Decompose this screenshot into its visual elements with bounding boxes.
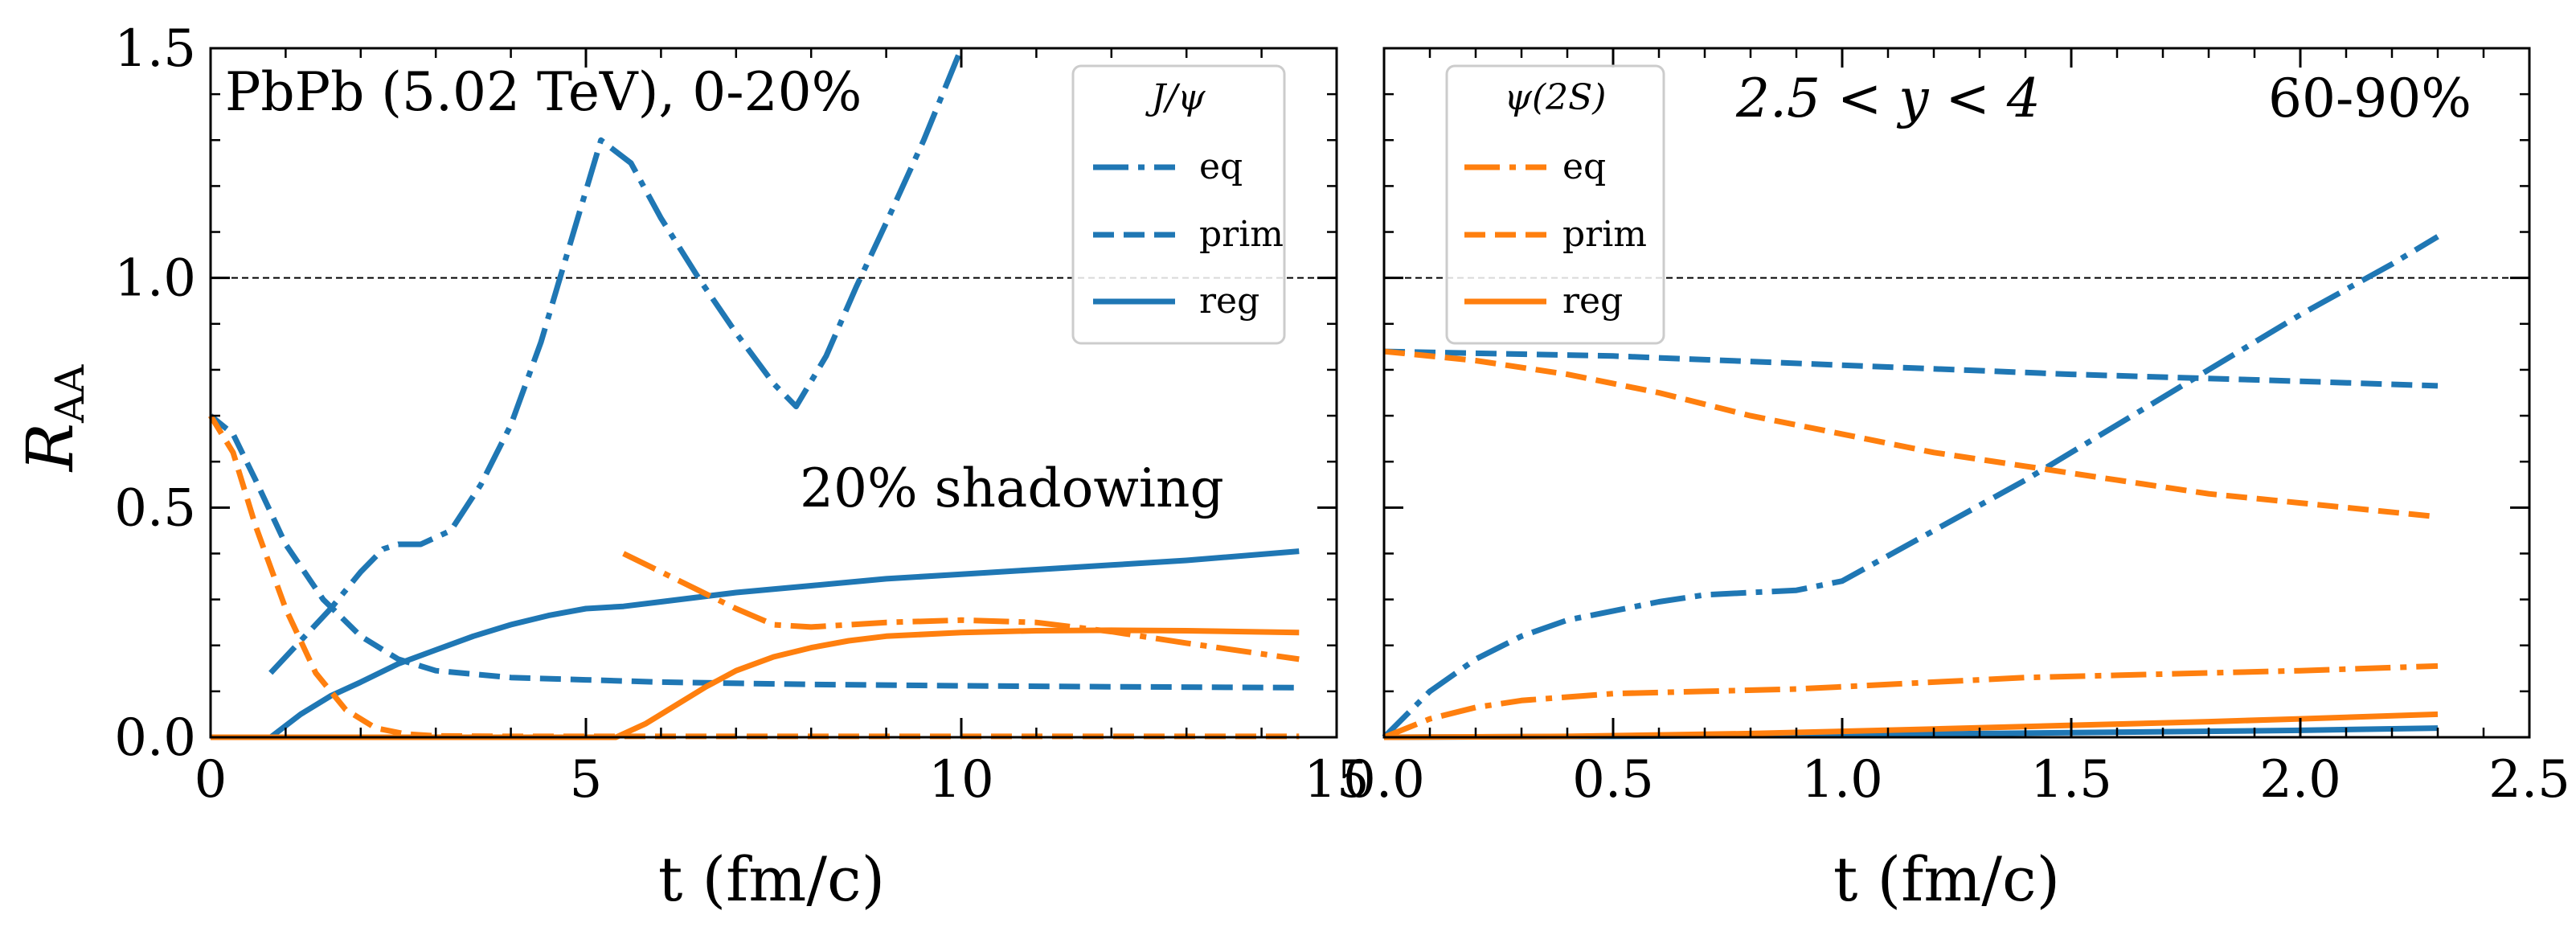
left-x-axis-label: t (fm/c) [658,843,885,915]
right-legend-title: ψ(2S) [1505,77,1607,118]
right-series-j-prim [1383,348,2439,389]
right-x-tick-label: 2.5 [2488,750,2570,810]
right-annotation-centrality: 60-90% [2268,68,2472,129]
left-x-tick-label: 0 [195,750,227,810]
left-y-tick-label: 1.5 [114,19,196,79]
right-legend: ψ(2S) eq prim reg [1445,64,1665,345]
right-series-j-eq [1382,234,2439,740]
left-y-tick-label: 1.0 [114,249,196,309]
left-y-tick-label: 0.0 [114,708,196,768]
left-series-2s-eq [622,551,1300,662]
right-x-axis-label: t (fm/c) [1833,843,2060,915]
right-series-2s-prim [1383,348,2439,520]
left-x-tick-label: 10 [928,750,993,810]
right-x-tick-label: 1.0 [1801,750,1883,810]
left-legend-label-eq: eq [1199,146,1243,187]
right-legend-label-prim: prim [1562,214,1647,255]
left-legend: J/ψ eq prim reg [1071,64,1286,345]
left-y-tick-label: 0.5 [114,478,196,538]
right-axes-frame [1382,47,2531,739]
left-series-2s-reg [211,627,1300,740]
right-legend-label-eq: eq [1562,146,1606,187]
left-axes-frame [209,47,1338,739]
left-series-j-reg [268,548,1300,740]
right-ticks: 0.0 0.5 1.0 1.5 2.0 2.5 [1343,47,2570,810]
left-legend-label-prim: prim [1199,214,1284,255]
left-legend-title: J/ψ [1145,77,1206,118]
right-x-tick-label: 0.5 [1572,750,1654,810]
right-series-2s-eq [1382,662,2439,740]
left-x-tick-label: 15 [1304,750,1369,810]
right-x-tick-label: 1.5 [2030,750,2112,810]
left-series-j-prim [208,413,1300,691]
left-ticks: 0 5 10 15 0.0 0.5 1.0 1.5 [114,19,1370,810]
left-annotation-shadowing: 20% shadowing [800,457,1224,519]
left-legend-label-reg: reg [1199,281,1259,322]
left-y-axis-label: RAA [13,364,93,473]
left-annotation-collision: PbPb (5.02 TeV), 0-20% [225,61,862,123]
left-legend-box [1071,64,1286,345]
right-annotation-rapidity: 2.5 < y < 4 [1735,68,2041,129]
right-x-tick-label: 2.0 [2259,750,2341,810]
right-legend-box [1445,64,1665,345]
right-legend-label-reg: reg [1562,281,1623,322]
right-x-tick-label: 0.0 [1343,750,1425,810]
left-panel: 0 5 10 15 0.0 0.5 1.0 1.5 PbPb (5.02 TeV), 0-20… [114,19,1370,810]
left-x-tick-label: 5 [570,750,603,810]
left-series-j-eq [268,47,964,675]
right-panel: 0.0 0.5 1.0 1.5 2.0 2.5 2.5 < y < 4 60-90% ψ(… [1343,47,2570,810]
